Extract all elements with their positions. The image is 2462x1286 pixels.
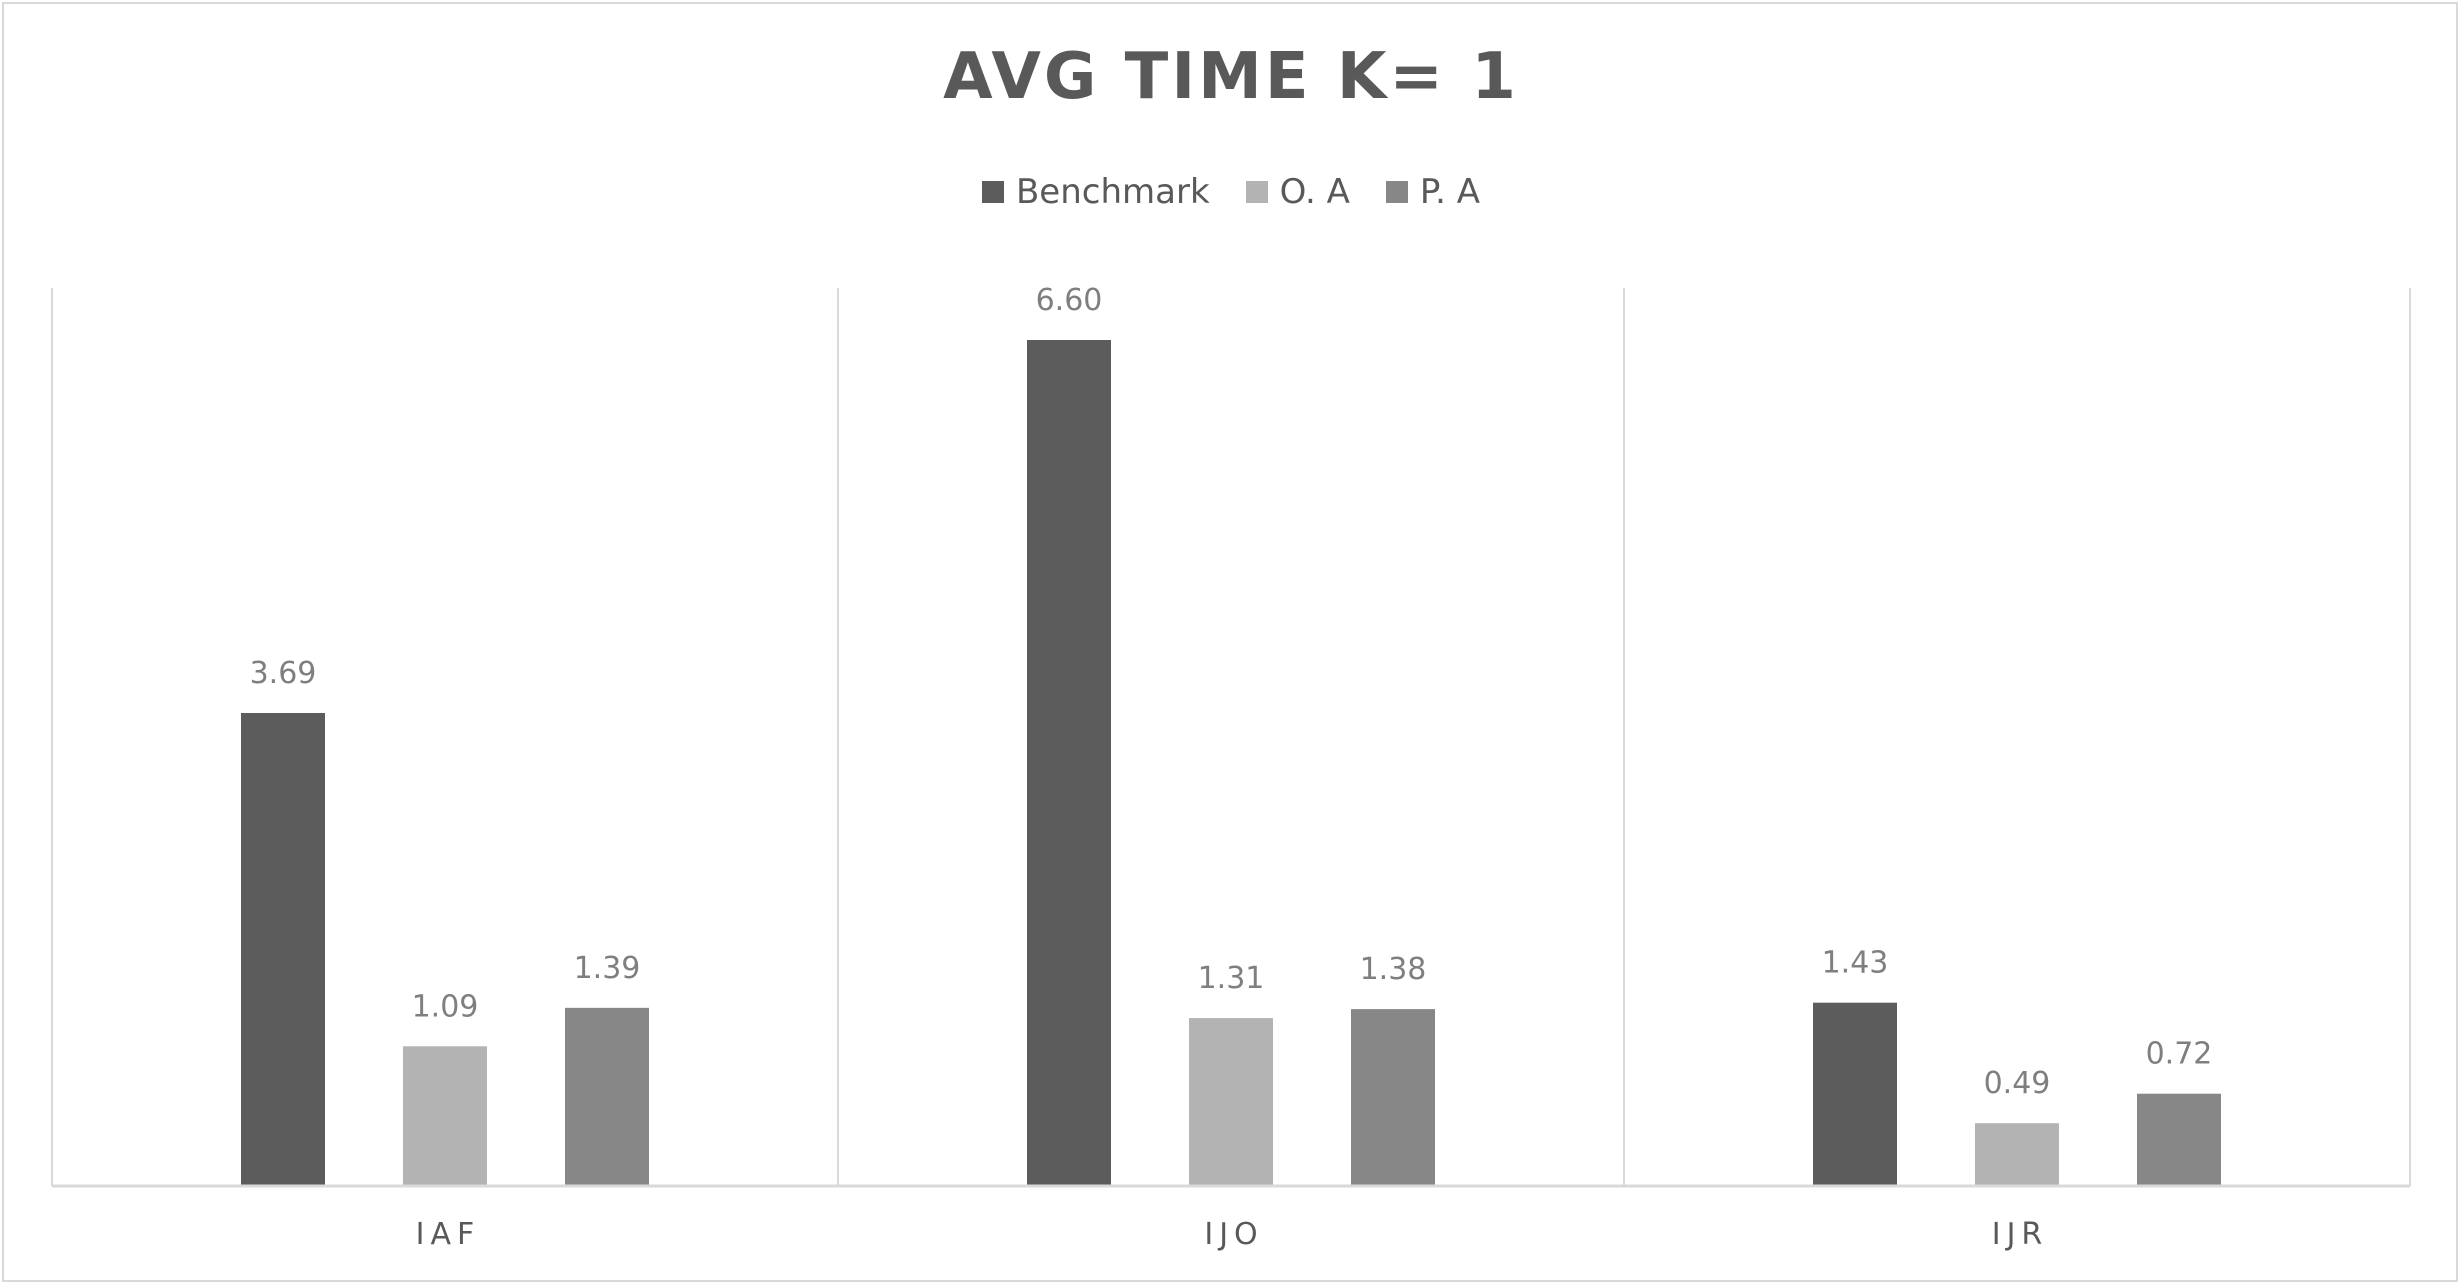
bar-ijr-oa <box>1975 1123 2059 1186</box>
data-label: 6.60 <box>1036 283 1103 318</box>
bar-ijr-benchmark <box>1813 1002 1897 1186</box>
data-label: 0.72 <box>2146 1037 2213 1072</box>
legend: Benchmark O. A P. A <box>0 172 2462 212</box>
data-label: 1.09 <box>412 989 479 1024</box>
chart-title: AVG TIME K= 1 <box>943 40 1519 114</box>
legend-label-benchmark: Benchmark <box>1015 172 1210 212</box>
legend-swatch-benchmark <box>981 181 1004 203</box>
bar-iaf-pa <box>565 1007 649 1186</box>
data-label: 1.38 <box>1360 952 1427 987</box>
legend-label-oa: O. A <box>1279 172 1350 212</box>
data-label: 0.49 <box>1984 1066 2051 1101</box>
data-label: 1.31 <box>1198 961 1265 996</box>
legend-item-oa: O. A <box>1245 172 1350 212</box>
legend-item-pa: P. A <box>1385 172 1481 212</box>
bar-iaf-oa <box>403 1046 487 1186</box>
data-label: 1.43 <box>1822 946 1889 981</box>
bar-ijo-benchmark <box>1027 340 1111 1186</box>
data-label: 3.69 <box>250 656 317 691</box>
bar-ijo-pa <box>1351 1009 1435 1186</box>
category-label: IAF <box>416 1217 481 1252</box>
bar-ijo-oa <box>1189 1018 1273 1186</box>
category-label: IJO <box>1204 1217 1263 1252</box>
bar-ijr-pa <box>2137 1093 2221 1186</box>
legend-swatch-oa <box>1245 181 1268 203</box>
legend-swatch-pa <box>1385 181 1408 203</box>
legend-item-benchmark: Benchmark <box>981 172 1210 212</box>
legend-label-pa: P. A <box>1419 172 1481 212</box>
data-label: 1.39 <box>574 951 641 986</box>
bar-iaf-benchmark <box>241 713 325 1186</box>
category-label: IJR <box>1992 1217 2049 1252</box>
